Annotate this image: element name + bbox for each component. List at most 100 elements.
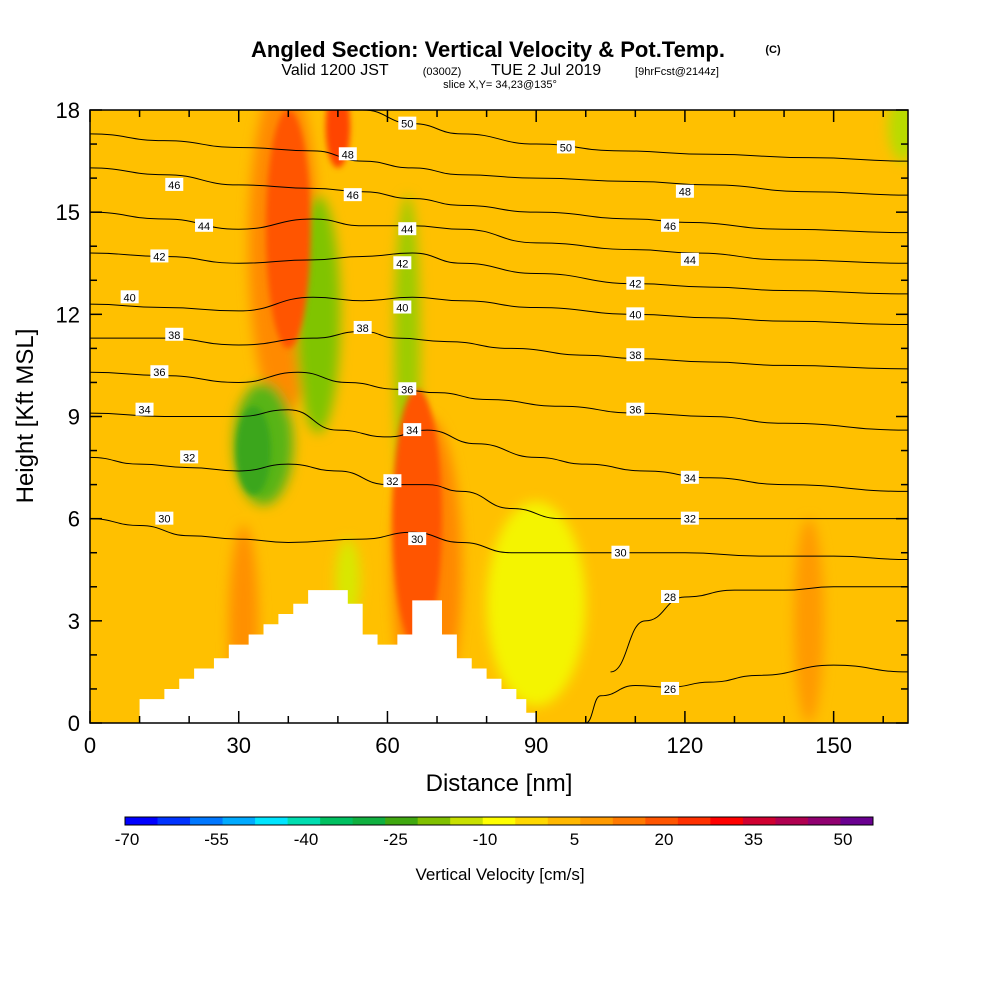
colorbar-swatch <box>775 817 809 825</box>
theta-contour-50 <box>362 110 908 162</box>
colorbar-swatch <box>320 817 354 825</box>
contour-label-50: 50 <box>401 119 413 131</box>
colorbar-tick-label: 20 <box>655 830 674 849</box>
chart-title: Angled Section: Vertical Velocity & Pot.… <box>251 37 725 62</box>
theta-contour-26 <box>585 664 908 723</box>
x-tick-label: 0 <box>84 733 96 758</box>
updraft-cell-1 <box>392 389 442 649</box>
y-tick-label: 6 <box>68 507 80 532</box>
utc-time: (0300Z) <box>423 66 462 78</box>
y-tick-label: 12 <box>56 302 80 327</box>
axis-ticks <box>89 109 908 724</box>
contour-label-bg <box>150 249 169 263</box>
contour-label-36: 36 <box>629 405 641 417</box>
contour-label-38: 38 <box>357 323 369 335</box>
colorbar-swatch <box>417 817 451 825</box>
contour-label-bg <box>150 365 169 379</box>
contour-label-28: 28 <box>664 592 676 604</box>
theta-contour-30 <box>90 518 908 561</box>
y-tick-label: 3 <box>68 609 80 634</box>
contour-label-bg <box>165 327 184 341</box>
theta-contour-40 <box>90 296 908 326</box>
contour-label-bg <box>180 450 199 464</box>
contour-label-bg <box>680 470 699 484</box>
contour-label-bg <box>343 188 362 202</box>
colorbar-ticks: -70 -55 -40 -25 -10 5 20 35 50 <box>115 830 853 849</box>
theta-contour-38 <box>90 330 908 370</box>
x-tick-label: 150 <box>815 733 852 758</box>
theta-contour-36 <box>90 371 908 431</box>
slice-info: slice X,Y= 34,23@135° <box>443 79 557 91</box>
valid-date: TUE 2 Jul 2019 <box>491 62 601 79</box>
contour-label-32: 32 <box>684 514 696 526</box>
colorbar-swatch <box>677 817 711 825</box>
contour-label-bg <box>353 320 372 334</box>
y-tick-label: 0 <box>68 711 80 736</box>
contour-label-42: 42 <box>153 251 165 263</box>
contour-label-46: 46 <box>664 221 676 233</box>
colorbar-swatch <box>157 817 191 825</box>
contour-label-40: 40 <box>124 292 136 304</box>
x-tick-label: 30 <box>226 733 250 758</box>
contour-label-bg <box>393 300 412 314</box>
contour-label-34: 34 <box>138 405 150 417</box>
contour-label-bg <box>398 222 417 236</box>
contour-label-30: 30 <box>614 548 626 560</box>
theta-contour-44 <box>90 211 908 264</box>
contour-label-44: 44 <box>401 224 413 236</box>
contour-label-32: 32 <box>183 452 195 464</box>
contour-label-bg <box>398 382 417 396</box>
contour-label-bg <box>611 545 630 559</box>
y-tick-label: 9 <box>68 405 80 430</box>
contour-label-bg <box>680 252 699 266</box>
contour-label-50: 50 <box>560 142 572 154</box>
contour-label-26: 26 <box>664 684 676 696</box>
colorbar-tick-label: -70 <box>115 830 140 849</box>
contour-label-bg <box>408 532 427 546</box>
colorbar-swatch <box>352 817 386 825</box>
contour-label-bg <box>626 307 645 321</box>
updraft-cell-7 <box>793 518 824 723</box>
contour-label-38: 38 <box>168 330 180 342</box>
contour-label-bg <box>135 402 154 416</box>
contour-labels: 46 44 42 40 38 36 34 32 30 38 36 34 32 30 40 42 44 46 48 50… <box>120 116 699 696</box>
colorbar-swatch <box>710 817 744 825</box>
contour-label-bg <box>195 218 214 232</box>
colorbar-tick-label: 50 <box>834 830 853 849</box>
updraft-cell-3 <box>265 110 311 349</box>
plot-area: 46 44 42 40 38 36 34 32 30 38 36 34 32 30 40 42 44 46 48 50… <box>90 110 908 723</box>
contour-label-bg <box>120 290 139 304</box>
velocity-cores <box>236 110 442 649</box>
colorbar-tick-label: -10 <box>473 830 498 849</box>
contour-label-42: 42 <box>396 258 408 270</box>
colorbar-swatch <box>645 817 679 825</box>
contour-label-46: 46 <box>347 190 359 202</box>
colorbar-swatch <box>547 817 581 825</box>
colorbar <box>124 816 874 826</box>
contour-label-44: 44 <box>684 255 696 267</box>
theta-contour-32 <box>90 456 908 520</box>
x-axis-label: Distance [nm] <box>426 770 573 797</box>
contour-label-44: 44 <box>198 221 210 233</box>
colorbar-tick-label: 35 <box>744 830 763 849</box>
contour-label-36: 36 <box>401 384 413 396</box>
contour-label-34: 34 <box>684 473 696 485</box>
contour-label-bg <box>626 402 645 416</box>
colorbar-swatch <box>222 817 256 825</box>
colorbar-tick-label: -55 <box>204 830 229 849</box>
colorbar-swatch <box>515 817 549 825</box>
neutral-cell-17 <box>486 501 586 706</box>
colorbar-swatch <box>612 817 646 825</box>
contour-label-bg <box>165 177 184 191</box>
contour-label-bg <box>680 511 699 525</box>
colorbar-frame <box>124 816 874 826</box>
theta-contour-34 <box>90 409 908 492</box>
contour-label-bg <box>393 256 412 270</box>
contour-label-bg <box>155 511 174 525</box>
colorbar-swatch <box>807 817 841 825</box>
contour-label-48: 48 <box>342 149 354 161</box>
contour-label-bg <box>398 116 417 130</box>
colorbar-swatch <box>482 817 516 825</box>
contour-label-46: 46 <box>168 180 180 192</box>
colorbar-swatch <box>190 817 224 825</box>
